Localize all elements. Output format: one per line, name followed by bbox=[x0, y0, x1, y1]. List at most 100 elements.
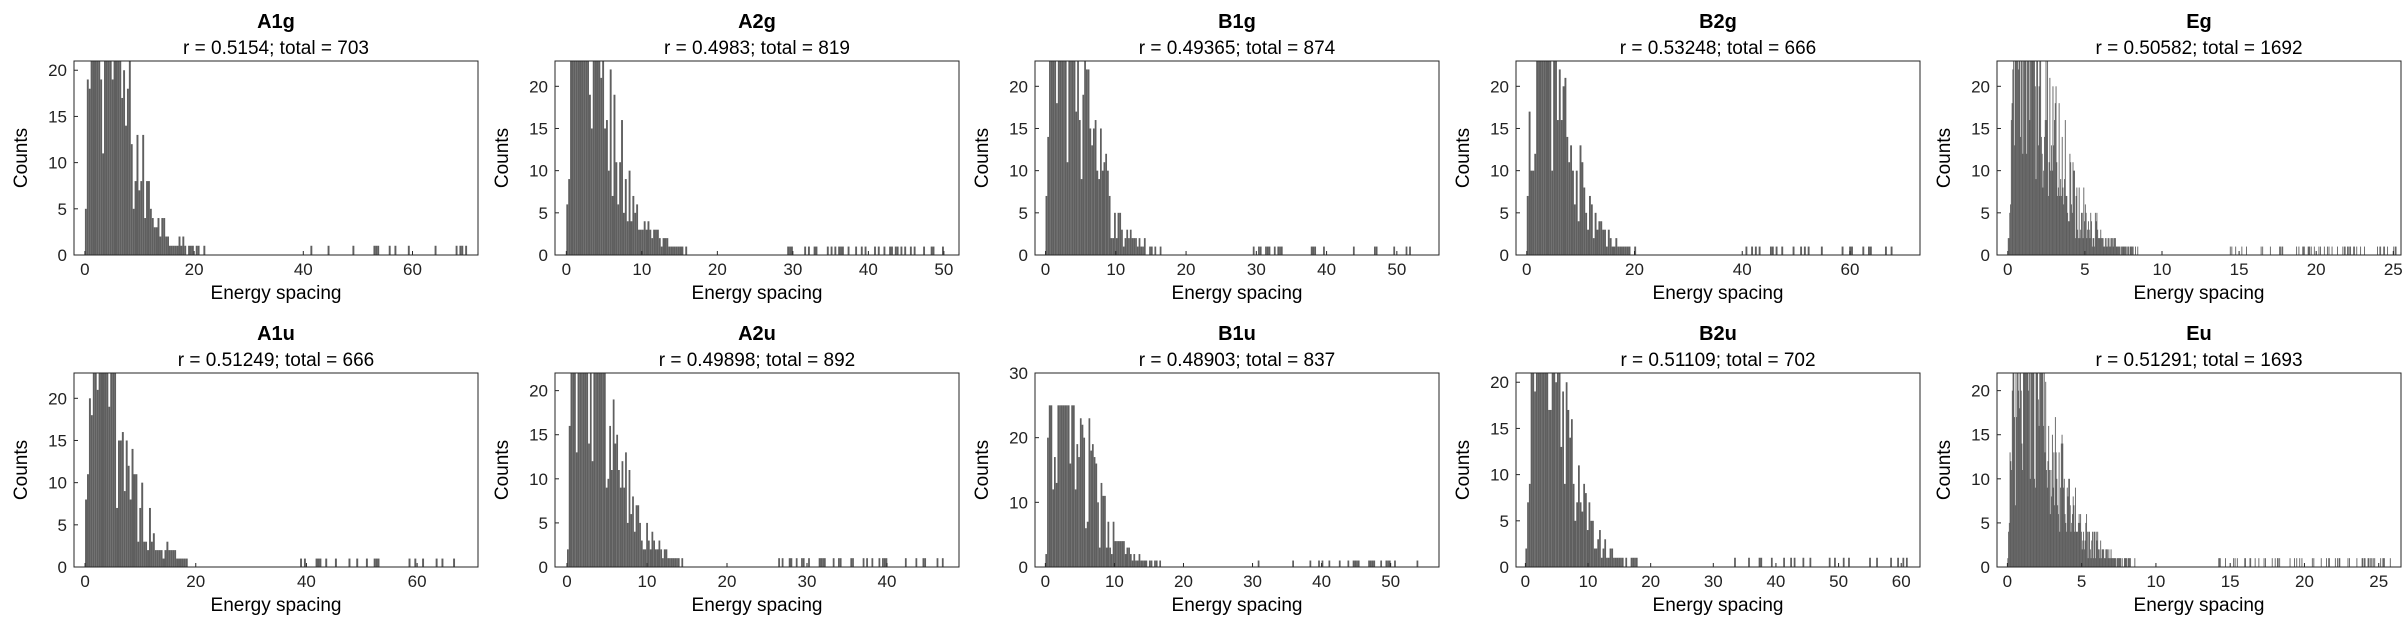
histogram-bar bbox=[2045, 381, 2047, 567]
histogram-bar bbox=[2033, 373, 2035, 567]
histogram-bar bbox=[2360, 246, 2362, 255]
histogram-bar bbox=[1072, 405, 1075, 567]
histogram-bar bbox=[2123, 246, 2125, 255]
histogram-bar bbox=[2033, 61, 2035, 255]
histogram-bar bbox=[1068, 61, 1071, 255]
histogram-bar bbox=[1394, 560, 1396, 567]
histogram-bar bbox=[2323, 246, 2325, 255]
histogram-bar bbox=[1593, 548, 1596, 567]
histogram-bar bbox=[92, 61, 95, 255]
histogram-bar bbox=[1551, 170, 1554, 255]
histogram-bar bbox=[164, 550, 167, 567]
histogram-bar bbox=[2012, 373, 2014, 567]
histogram-bar bbox=[2135, 246, 2136, 255]
histogram-bar bbox=[2046, 487, 2048, 567]
histogram-bar bbox=[2017, 61, 2018, 255]
histogram-bar bbox=[1841, 246, 1844, 255]
histogram-bar bbox=[2121, 246, 2123, 255]
y-tick-label: 0 bbox=[1019, 246, 1028, 265]
panel-subtitle: r = 0.48903; total = 837 bbox=[1139, 350, 1336, 371]
histogram-bar bbox=[894, 246, 897, 255]
y-axis-label: Counts bbox=[1453, 128, 1474, 188]
histogram-bar bbox=[909, 246, 912, 255]
histogram-bar bbox=[2121, 558, 2123, 567]
histogram-bar bbox=[1884, 246, 1887, 255]
histogram-bar bbox=[1049, 61, 1051, 255]
histogram-bar bbox=[2058, 452, 2060, 567]
histogram-bar bbox=[874, 246, 876, 255]
histogram-bar bbox=[178, 236, 181, 255]
histogram-bar bbox=[2041, 153, 2043, 255]
y-axis-label: Counts bbox=[972, 440, 993, 500]
histogram-bar bbox=[1548, 409, 1550, 567]
axes-frame bbox=[73, 60, 479, 256]
histogram-bar bbox=[2067, 221, 2069, 255]
histogram-bar bbox=[2060, 195, 2062, 255]
histogram-bar bbox=[1054, 61, 1057, 255]
histogram-bar bbox=[375, 245, 378, 255]
histogram-bar bbox=[677, 558, 680, 567]
histogram-bar bbox=[605, 120, 608, 255]
histogram-bar bbox=[1354, 560, 1357, 567]
histogram-bar bbox=[2100, 558, 2102, 567]
histogram-bar bbox=[2032, 373, 2034, 567]
histogram-bar bbox=[1525, 548, 1528, 567]
histogram-bar bbox=[567, 549, 569, 567]
histogram-bar bbox=[2097, 229, 2099, 255]
x-tick-label: 20 bbox=[2295, 572, 2314, 591]
histogram-bar bbox=[2079, 238, 2081, 255]
y-tick-label: 5 bbox=[1019, 204, 1028, 223]
histogram-bar bbox=[2060, 487, 2062, 567]
histogram-bar bbox=[96, 389, 99, 567]
histogram-bar bbox=[1380, 560, 1383, 567]
histogram-bar bbox=[1314, 246, 1317, 255]
axes-frame bbox=[1034, 60, 1440, 256]
x-axis-label: Energy spacing bbox=[1653, 595, 1784, 616]
y-tick-label: 5 bbox=[58, 516, 67, 535]
histogram-bar bbox=[184, 245, 187, 255]
histogram-bar bbox=[860, 246, 863, 255]
histogram-bar bbox=[2052, 86, 2054, 255]
histogram-bar bbox=[2107, 246, 2109, 255]
histogram-bar bbox=[641, 229, 644, 255]
histogram-bar bbox=[2307, 246, 2309, 255]
histogram-bar bbox=[2111, 238, 2113, 255]
histogram-bar bbox=[2025, 373, 2027, 567]
histogram-bar bbox=[2087, 221, 2089, 255]
histogram-bar bbox=[2091, 221, 2092, 255]
histogram-bar bbox=[2374, 558, 2376, 567]
histogram-bar bbox=[1535, 373, 1538, 567]
y-tick-label: 20 bbox=[529, 77, 548, 96]
histogram-bars bbox=[2007, 373, 2391, 567]
histogram-bar bbox=[646, 522, 648, 567]
histogram-bar bbox=[1781, 246, 1784, 255]
histogram-panel-A1g: 0 20 40 60 0 5 10 15 20 A1g r = 0.5154; total = 70… bbox=[11, 11, 479, 304]
y-tick-label: 10 bbox=[529, 162, 548, 181]
histogram-bar bbox=[2380, 558, 2382, 567]
histogram-bar bbox=[2102, 549, 2104, 567]
histogram-bar bbox=[373, 558, 376, 567]
histogram-bar bbox=[165, 236, 168, 255]
x-tick-label: 5 bbox=[2077, 572, 2086, 591]
histogram-bar bbox=[2021, 443, 2023, 567]
histogram-bar bbox=[2121, 246, 2123, 255]
histogram-bar bbox=[1609, 238, 1612, 255]
histogram-bar bbox=[352, 245, 355, 255]
histogram-bar bbox=[105, 61, 108, 255]
histogram-bar bbox=[2050, 170, 2052, 255]
histogram-bar bbox=[1876, 557, 1878, 567]
histogram-bar bbox=[2017, 69, 2019, 255]
histogram-bar bbox=[188, 245, 191, 255]
histogram-bar bbox=[674, 558, 677, 567]
histogram-bar bbox=[2246, 246, 2247, 255]
histogram-bar bbox=[168, 245, 171, 255]
histogram-bar bbox=[1592, 520, 1594, 567]
histogram-bar bbox=[1131, 560, 1134, 567]
histogram-bar bbox=[1076, 444, 1079, 567]
histogram-bar bbox=[1556, 373, 1559, 567]
histogram-bar bbox=[882, 558, 884, 567]
histogram-bar bbox=[579, 61, 582, 255]
histogram-bar bbox=[2087, 229, 2089, 255]
histogram-bar bbox=[1347, 560, 1350, 567]
y-tick-label: 15 bbox=[1009, 119, 1028, 138]
